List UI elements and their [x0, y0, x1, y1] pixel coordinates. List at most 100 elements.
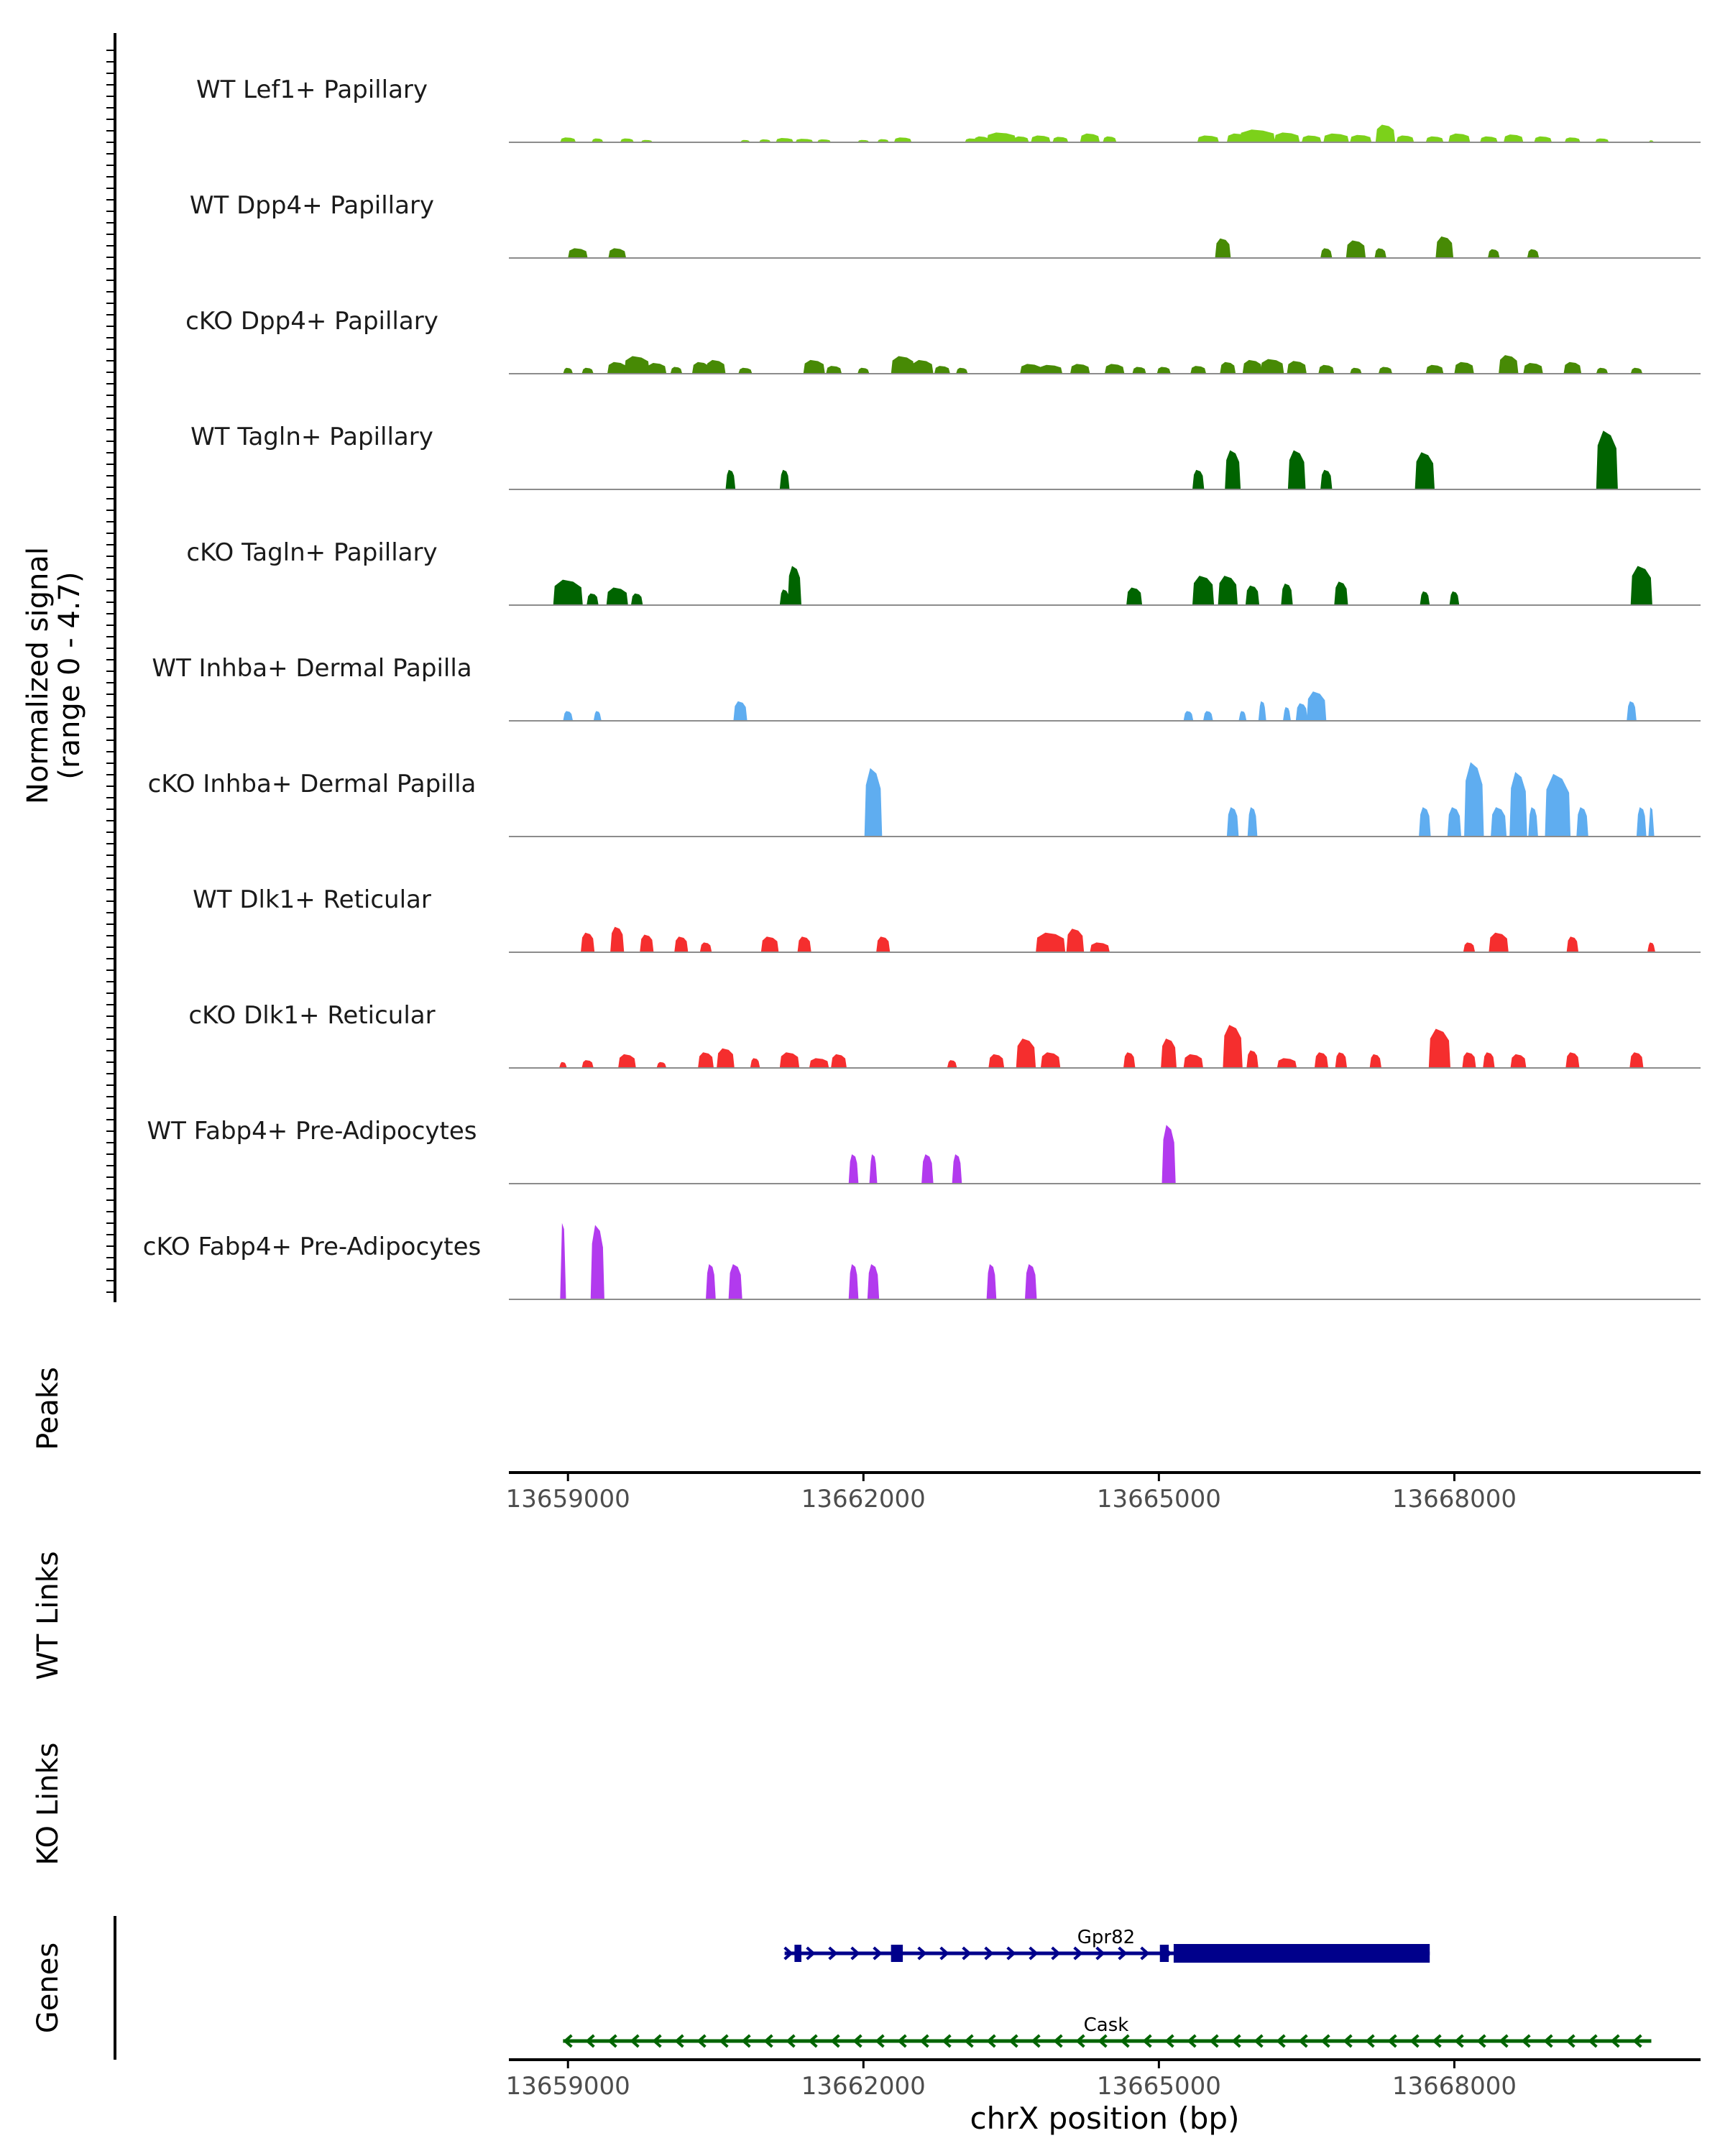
coverage-peak — [1630, 367, 1643, 374]
coverage-tracks: WT Lef1+ Papillary WT Dpp4+ Papillary cKO … — [143, 75, 1701, 1300]
coverage-peak — [1239, 129, 1276, 142]
strand-arrow — [806, 1946, 816, 1961]
coverage-peak — [738, 367, 753, 374]
peaks-x-axis-ticks: 13659000 13662000 13665000 13668000 — [506, 1473, 1517, 1514]
track-label: cKO Inhba+ Dermal Papilla — [148, 770, 477, 798]
coverage-peak — [1090, 942, 1110, 952]
track-1: WT Dpp4+ Papillary — [190, 191, 1701, 259]
coverage-peak — [1215, 238, 1231, 258]
strand-arrow — [1454, 2034, 1464, 2048]
track-7: WT Dlk1+ Reticular — [193, 885, 1701, 953]
coverage-peak — [779, 589, 790, 605]
strand-arrow — [1231, 2034, 1241, 2048]
coverage-peak — [1464, 762, 1484, 837]
strand-arrow — [1031, 2034, 1041, 2048]
coverage-peak — [934, 366, 950, 374]
coverage-peak — [563, 711, 574, 721]
strand-arrow — [1432, 2034, 1442, 2048]
coverage-peak — [986, 132, 1016, 142]
coverage-peak — [1334, 581, 1348, 605]
coverage-peak — [1527, 249, 1540, 258]
track-label: WT Lef1+ Papillary — [196, 75, 428, 104]
strand-arrow — [873, 1946, 883, 1961]
coverage-peak — [640, 934, 654, 952]
coverage-peak — [1636, 807, 1647, 837]
coverage-peak — [1320, 248, 1333, 258]
coverage-peak — [1281, 584, 1293, 605]
strand-arrow — [652, 2034, 662, 2048]
strand-arrow — [1343, 2034, 1353, 2048]
coverage-peak — [1197, 135, 1219, 142]
coverage-peak — [1295, 703, 1308, 721]
coverage-peak — [1039, 364, 1063, 374]
coverage-peak — [848, 1264, 859, 1299]
strand-arrow — [808, 2034, 818, 2048]
coverage-peak — [1066, 929, 1085, 952]
coverage-peak — [1192, 576, 1215, 605]
strand-arrow — [763, 2034, 773, 2048]
coverage-peak — [1396, 135, 1414, 142]
coverage-peak — [630, 593, 643, 605]
coverage-peak — [1162, 1125, 1176, 1184]
track-label: cKO Tagln+ Papillary — [186, 538, 437, 567]
coverage-peak — [553, 579, 583, 605]
strand-arrow — [1387, 2034, 1397, 2048]
coverage-peak — [1414, 452, 1435, 489]
coverage-peak — [893, 137, 912, 142]
strand-arrow — [741, 2034, 751, 2048]
strand-arrow — [674, 2034, 684, 2048]
track-label: cKO Fabp4+ Pre-Adipocytes — [143, 1233, 482, 1261]
coverage-peak — [891, 356, 915, 374]
coverage-peak — [1630, 566, 1652, 605]
strand-arrow — [1187, 2034, 1197, 2048]
coverage-peak — [1627, 701, 1637, 721]
coverage-peak — [1534, 136, 1552, 142]
x-axis-tick-label: 13662000 — [801, 1485, 926, 1514]
coverage-peak — [699, 942, 712, 952]
gene-label: Cask — [1084, 2014, 1129, 2036]
track-label: cKO Dlk1+ Reticular — [188, 1001, 435, 1030]
coverage-peak — [1596, 430, 1618, 489]
coverage-peak — [608, 248, 627, 258]
strand-arrow — [1409, 2034, 1420, 2048]
coverage-peak — [1425, 364, 1444, 374]
coverage-peak — [1287, 361, 1307, 374]
coverage-peak — [1031, 135, 1051, 142]
coverage-peak — [1258, 701, 1266, 721]
coverage-peak — [1052, 137, 1069, 142]
coverage-peak — [1449, 591, 1460, 605]
y-axis-label: Normalized signal — [22, 547, 55, 804]
coverage-peak — [1523, 363, 1543, 374]
coverage-peak — [1378, 367, 1393, 374]
exon — [794, 1945, 801, 1962]
coverage-peak — [1462, 1052, 1476, 1068]
coverage-peak — [952, 1154, 962, 1184]
strand-arrow — [607, 2034, 617, 2048]
strand-arrow — [786, 2034, 796, 2048]
strand-arrow — [1476, 2034, 1486, 2048]
coverage-peak — [1647, 942, 1655, 952]
coverage-peak — [1565, 1052, 1580, 1068]
coverage-peak — [728, 1264, 742, 1299]
coverage-peak — [1226, 807, 1239, 837]
coverage-peak — [1260, 359, 1284, 374]
coverage-peak — [1161, 1038, 1177, 1068]
coverage-peak — [1563, 361, 1582, 374]
coverage-peak — [1595, 138, 1609, 142]
coverage-peak — [1374, 248, 1386, 258]
coverage-peak — [1025, 1264, 1037, 1299]
coverage-peak — [1375, 124, 1396, 142]
strand-arrow — [986, 2034, 996, 2048]
strand-arrow — [1632, 2034, 1642, 2048]
gene-gpr82: Gpr82 — [783, 1927, 1430, 1963]
coverage-peak — [1156, 367, 1171, 374]
coverage-peak — [1491, 807, 1507, 837]
strand-arrow — [1095, 1946, 1105, 1961]
coverage-peak — [1238, 711, 1247, 721]
strand-arrow — [1254, 2034, 1264, 2048]
exon — [1159, 1945, 1169, 1962]
coverage-peak — [607, 361, 627, 374]
coverage-peak — [1419, 807, 1431, 837]
